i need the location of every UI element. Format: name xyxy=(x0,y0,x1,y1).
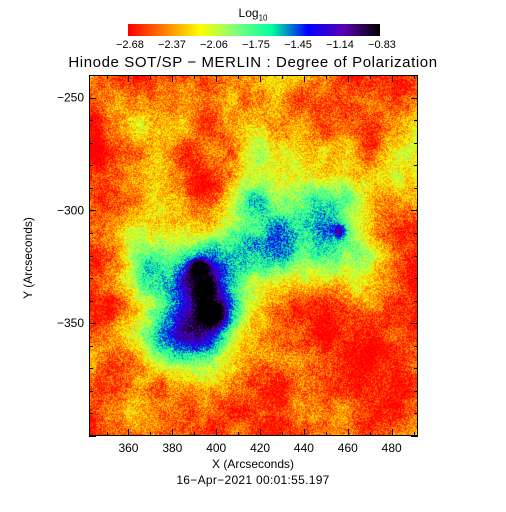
x-tick-label: 380 xyxy=(162,441,182,455)
x-tick-label: 360 xyxy=(118,441,138,455)
colorbar-tick-labels: −2.68 −2.37 −2.06 −1.75 −1.45 −1.14 −0.8… xyxy=(116,39,396,51)
x-tick-label: 420 xyxy=(250,441,270,455)
y-axis-label: Y (Arcseconds) xyxy=(21,217,35,299)
y-tick-label: −350 xyxy=(57,316,84,330)
y-tick-label: −250 xyxy=(57,91,84,105)
colorbar-title-subscript: 10 xyxy=(258,13,268,23)
colorbar-tick-1: −2.68 xyxy=(116,39,144,51)
colorbar-tick-3: −2.06 xyxy=(200,39,228,51)
x-tick-label: 460 xyxy=(338,441,358,455)
colorbar-tick-7: −0.83 xyxy=(368,39,396,51)
plot-title: Hinode SOT/SP − MERLIN : Degree of Polar… xyxy=(68,54,438,71)
colorbar-tick-2: −2.37 xyxy=(158,39,186,51)
x-axis-label: X (Arcseconds) xyxy=(211,457,295,471)
colorbar-tick-4: −1.75 xyxy=(242,39,270,51)
plot-frame xyxy=(89,75,418,436)
colorbar-tick-5: −1.45 xyxy=(284,39,312,51)
x-tick-label: 400 xyxy=(206,441,226,455)
colorbar-tick-6: −1.14 xyxy=(326,39,354,51)
y-tick-label: −300 xyxy=(57,203,84,217)
observation-timestamp: 16−Apr−2021 00:01:55.197 xyxy=(176,473,330,487)
colorbar-title: Log10 xyxy=(238,6,268,23)
x-tick-label: 480 xyxy=(382,441,402,455)
colorbar xyxy=(128,24,380,36)
polarization-map-image xyxy=(89,75,418,436)
x-tick-label: 440 xyxy=(294,441,314,455)
